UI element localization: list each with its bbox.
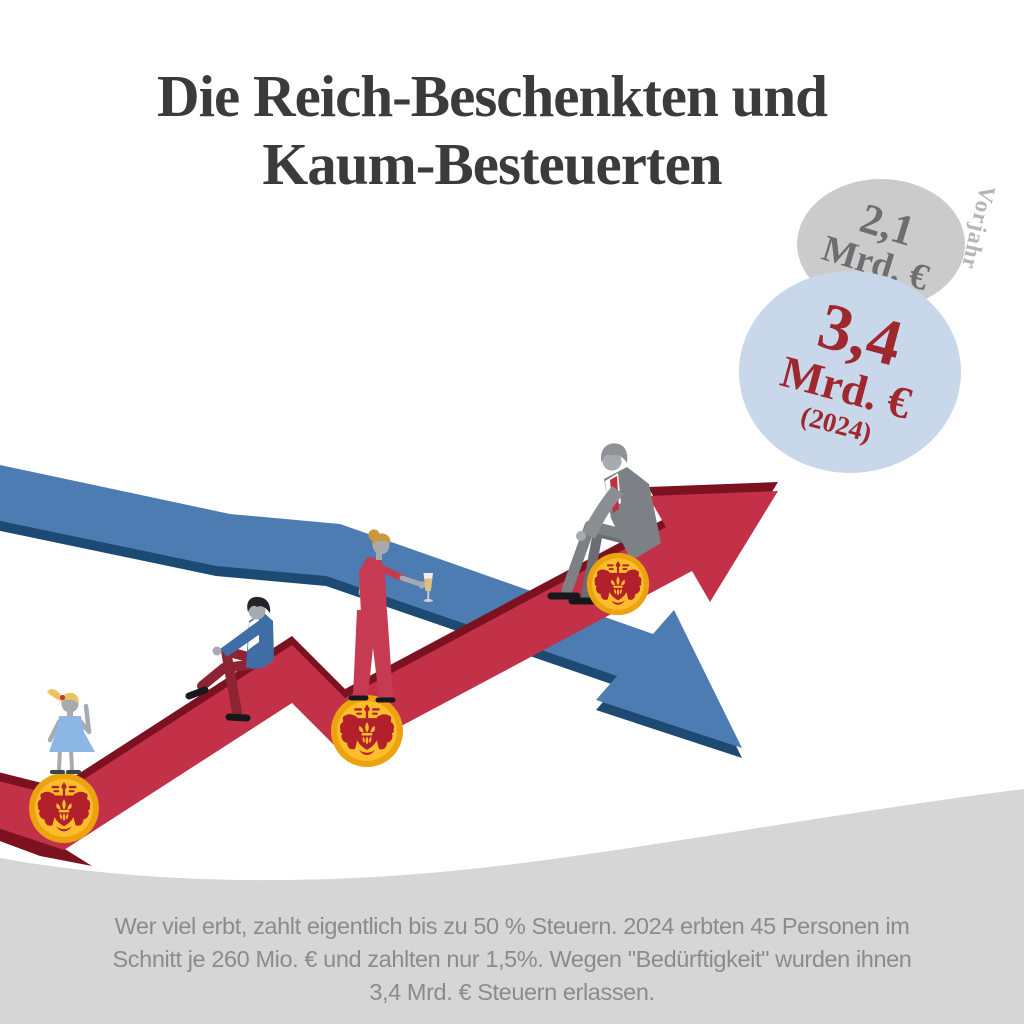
red-rising-arrow (0, 482, 778, 866)
caption-line-1: Wer viel erbt, zahlt eigentlich bis zu 5… (114, 913, 910, 939)
caption-line-2: Schnitt je 260 Mio. € und zahlten nur 1,… (112, 946, 912, 972)
caption-line-3: 3,4 Mrd. € Steuern erlassen. (369, 979, 655, 1005)
page-title: Die Reich-Beschenkten und Kaum-Besteuert… (0, 62, 984, 199)
caption-text: Wer viel erbt, zahlt eigentlich bis zu 5… (0, 910, 1024, 1009)
badge-current-year-text: 3,4 Mrd. € (2024) (768, 289, 931, 455)
coin-right (587, 553, 649, 615)
sitting-man-blue (185, 596, 274, 722)
girl-figure (47, 689, 95, 774)
badge-current-year: 3,4 Mrd. € (2024) (739, 271, 961, 473)
title-line-1: Die Reich-Beschenkten und (157, 63, 828, 129)
hair-bow-icon (59, 694, 66, 701)
blue-declining-arrow (0, 464, 742, 758)
champagne-flute-icon (423, 573, 433, 602)
coin-left (29, 773, 99, 843)
woman-red-figure (348, 529, 433, 703)
title-line-2: Kaum-Besteuerten (262, 131, 722, 198)
footer-wave (0, 789, 1024, 1024)
coin-middle (331, 695, 403, 767)
